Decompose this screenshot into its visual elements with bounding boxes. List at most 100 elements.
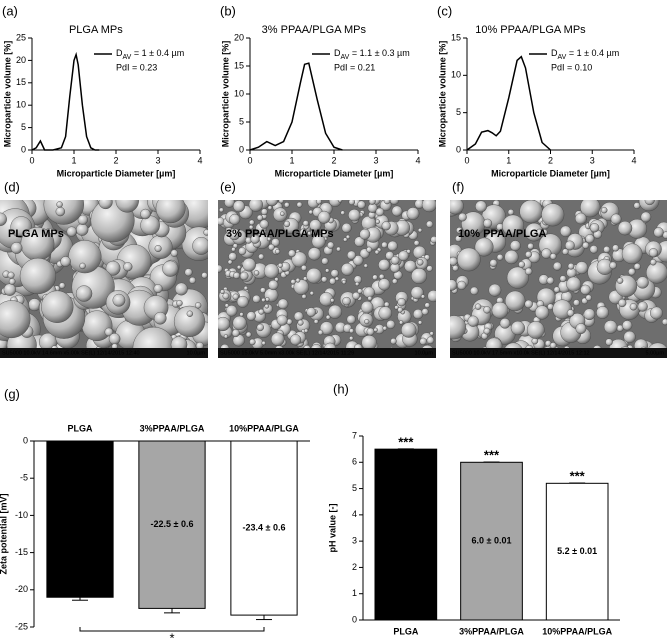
microparticle (232, 315, 247, 331)
microparticle (580, 200, 601, 218)
y-axis-label: Microparticle volume [%] (437, 41, 447, 148)
microparticle (573, 299, 580, 307)
image-label: (f) (452, 179, 464, 194)
microparticle (313, 319, 319, 324)
microparticle (366, 246, 373, 253)
y-tick-label: 20 (234, 32, 244, 42)
x-tick-label: 4 (415, 155, 420, 165)
microparticle (623, 330, 636, 344)
legend-value: = 1 ± 0.4 µm (131, 48, 184, 58)
microparticle (218, 316, 231, 332)
microparticle (112, 293, 126, 307)
microparticle (115, 200, 139, 213)
microparticle (283, 220, 291, 228)
microparticle (424, 302, 431, 309)
y-tick-label: 0 (456, 144, 461, 154)
x-tick-label: 3 (590, 155, 595, 165)
microparticle (426, 265, 433, 272)
microparticle (621, 243, 643, 265)
microparticle (391, 278, 398, 285)
microparticle (357, 288, 363, 294)
microparticle (336, 246, 341, 252)
microparticle (346, 314, 356, 325)
y-tick-label: 7 (352, 430, 357, 440)
microparticle (341, 279, 347, 285)
microparticle (360, 300, 374, 314)
microparticle (394, 305, 399, 310)
microparticle (640, 211, 652, 223)
microparticle (259, 219, 269, 229)
microparticle (81, 310, 113, 342)
microparticle (601, 206, 608, 214)
microparticle (363, 263, 369, 268)
microparticle (348, 200, 355, 206)
microparticle (603, 246, 611, 254)
microparticle (525, 251, 532, 258)
microparticle (173, 305, 206, 338)
x-axis-label: Microparticle Diameter [µm] (491, 168, 610, 178)
x-tick-label: 1 (506, 155, 511, 165)
y-tick-label: 1 (352, 588, 357, 598)
microparticle (567, 262, 575, 270)
microparticle (325, 268, 330, 273)
microparticle (329, 277, 336, 285)
x-tick-label: 0 (29, 155, 34, 165)
category-label: 3%PPAA/PLGA (140, 423, 205, 433)
microparticle (231, 247, 236, 252)
microparticle (419, 337, 427, 346)
microparticle (317, 210, 331, 224)
microparticle (248, 200, 263, 212)
microparticle (617, 220, 633, 236)
microparticle (566, 309, 575, 317)
bar (545, 482, 609, 621)
microparticle (233, 271, 241, 279)
microparticle (253, 270, 260, 276)
microparticle (644, 200, 655, 206)
legend-symbol: D (551, 48, 558, 58)
legend-text: DAV = 1 ± 0.4 µm (551, 48, 619, 60)
microparticle (518, 261, 526, 268)
microparticle (250, 234, 260, 244)
microparticle (378, 259, 390, 271)
microparticle (488, 283, 502, 297)
microparticle (474, 237, 494, 257)
microparticle (526, 321, 545, 339)
microparticle (302, 220, 309, 227)
microparticle (228, 252, 237, 261)
microparticle (398, 250, 409, 262)
microparticle (585, 294, 592, 301)
microparticle (77, 214, 88, 225)
microparticle (246, 311, 256, 321)
x-tick-label: 4 (631, 155, 636, 165)
category-label: 10%PPAA/PLGA (229, 423, 299, 433)
microparticle (7, 271, 15, 279)
microparticle (260, 208, 268, 216)
microparticle (256, 323, 264, 332)
y-tick-label: 0 (21, 144, 26, 154)
microparticle (527, 242, 534, 250)
microparticle (378, 306, 393, 320)
microparticle (375, 219, 380, 224)
microparticle (8, 278, 16, 285)
legend-subscript: AV (123, 54, 132, 61)
microparticle (524, 299, 533, 309)
microparticle (0, 300, 31, 339)
microparticle (123, 262, 133, 272)
microparticle (203, 229, 208, 236)
microparticle (321, 276, 328, 283)
microparticle (258, 308, 265, 315)
y-tick-label: 15 (451, 32, 461, 42)
microparticle (303, 328, 309, 333)
microparticle (98, 200, 113, 210)
bar (460, 461, 523, 621)
microparticle (232, 200, 245, 213)
microparticle (649, 306, 663, 320)
microparticle (653, 227, 664, 238)
microparticle (552, 299, 573, 320)
sem-image: SU5000 10.0kV 17.5mm x10.0k SE(L) 12/14/… (450, 200, 667, 358)
microparticle (519, 200, 543, 224)
microparticle (559, 225, 572, 238)
y-tick-label: 15 (16, 77, 26, 87)
distribution-line (466, 55, 551, 151)
microparticle (357, 200, 366, 209)
